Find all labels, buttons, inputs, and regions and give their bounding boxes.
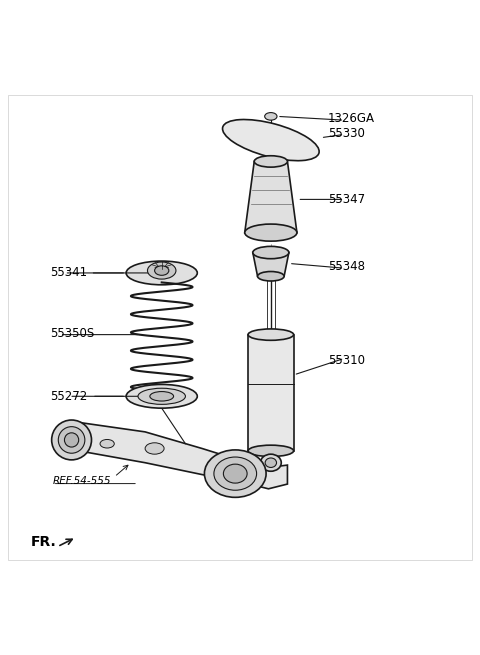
Ellipse shape: [223, 119, 319, 160]
Ellipse shape: [150, 392, 174, 401]
Text: 55350S: 55350S: [50, 327, 95, 340]
Ellipse shape: [126, 384, 197, 408]
Ellipse shape: [261, 132, 280, 144]
Ellipse shape: [245, 224, 297, 241]
Ellipse shape: [264, 113, 277, 120]
Polygon shape: [253, 253, 289, 276]
Polygon shape: [64, 422, 288, 489]
Text: 55347: 55347: [328, 193, 365, 206]
Ellipse shape: [261, 454, 281, 471]
Ellipse shape: [145, 443, 164, 454]
Ellipse shape: [254, 156, 288, 167]
Ellipse shape: [155, 266, 169, 275]
Ellipse shape: [204, 450, 266, 497]
Ellipse shape: [248, 329, 294, 341]
Bar: [248, 335, 294, 451]
Text: FR.: FR.: [31, 535, 57, 549]
Ellipse shape: [258, 272, 284, 281]
Ellipse shape: [58, 426, 85, 453]
Ellipse shape: [64, 433, 79, 447]
Ellipse shape: [248, 445, 294, 457]
Text: REF.54-555: REF.54-555: [53, 476, 111, 486]
Ellipse shape: [252, 126, 290, 149]
Ellipse shape: [223, 464, 247, 483]
Ellipse shape: [265, 458, 276, 468]
Polygon shape: [245, 161, 297, 233]
Ellipse shape: [147, 262, 176, 279]
Text: 1326GA: 1326GA: [328, 112, 375, 125]
Ellipse shape: [214, 457, 257, 490]
Ellipse shape: [100, 440, 114, 448]
Ellipse shape: [138, 388, 185, 404]
Text: 55310: 55310: [328, 354, 365, 367]
Text: 55341: 55341: [50, 267, 87, 280]
Ellipse shape: [52, 420, 92, 460]
Text: 55348: 55348: [328, 260, 365, 273]
Text: 55330: 55330: [328, 128, 365, 140]
Ellipse shape: [253, 246, 289, 259]
Text: 55272: 55272: [50, 390, 87, 403]
Ellipse shape: [126, 261, 197, 285]
